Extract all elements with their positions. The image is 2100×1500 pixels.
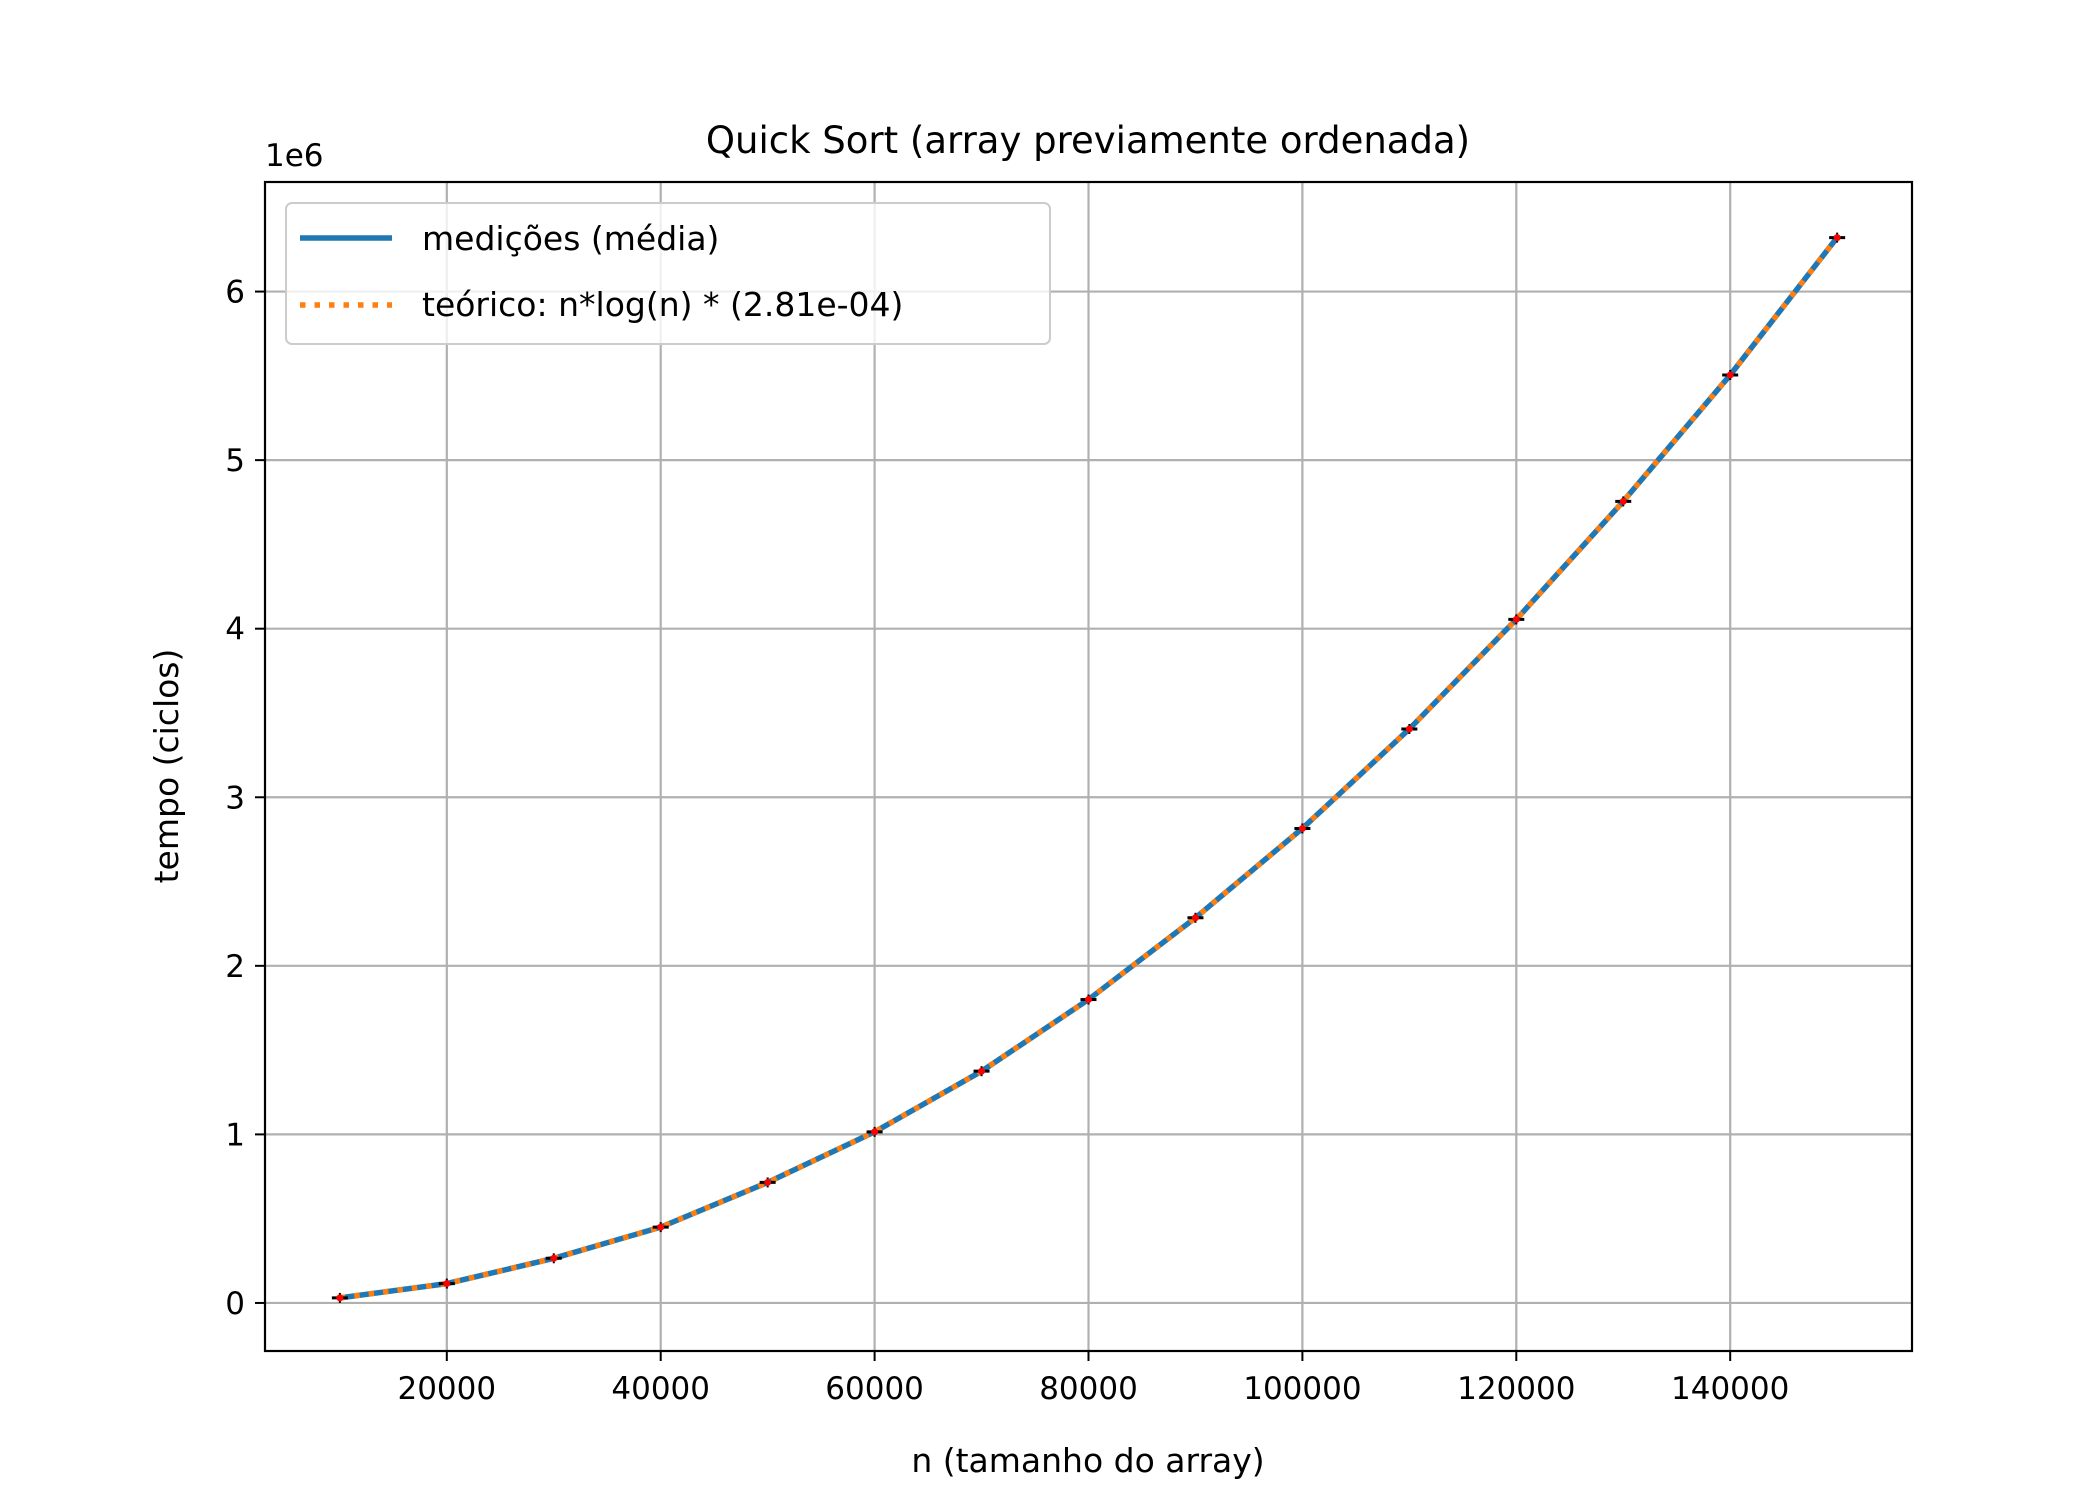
x-tick-label: 100000 — [1243, 1371, 1361, 1407]
data-point — [1512, 615, 1520, 623]
y-axis-label: tempo (ciclos) — [147, 649, 186, 884]
data-point — [871, 1128, 879, 1136]
data-point — [1833, 234, 1841, 242]
y-tick-label: 0 — [225, 1286, 245, 1322]
data-point — [1405, 725, 1413, 733]
y-tick-label: 3 — [225, 780, 245, 816]
y-offset-label: 1e6 — [265, 138, 324, 174]
series-layer — [331, 232, 1846, 1303]
data-point — [443, 1280, 451, 1288]
data-point — [1726, 371, 1734, 379]
x-tick-label: 140000 — [1671, 1371, 1789, 1407]
x-tick-label: 40000 — [611, 1371, 710, 1407]
y-tick-label: 4 — [225, 612, 245, 648]
x-tick-label: 80000 — [1039, 1371, 1138, 1407]
data-point — [1619, 497, 1627, 505]
legend-label-theoretical: teórico: n*log(n) * (2.81e-04) — [422, 285, 903, 324]
data-point — [657, 1223, 665, 1231]
chart-title: Quick Sort (array previamente ordenada) — [706, 119, 1470, 162]
y-tick-label: 5 — [225, 443, 245, 479]
data-point — [978, 1067, 986, 1075]
x-tick-label: 20000 — [397, 1371, 496, 1407]
y-tick-label: 6 — [225, 275, 245, 311]
x-axis-label: n (tamanho do array) — [911, 1441, 1264, 1480]
ticks: 20000 40000 60000 80000 100000 120000 140000 0 1… — [225, 275, 1789, 1407]
legend: medições (média) teórico: n*log(n) * (2.… — [285, 202, 1051, 345]
grid — [265, 182, 1912, 1351]
data-point — [1191, 914, 1199, 922]
legend-label-measured: medições (média) — [422, 219, 719, 258]
data-point — [764, 1178, 772, 1186]
data-point — [336, 1294, 344, 1302]
data-point — [1085, 996, 1092, 1004]
x-tick-label: 60000 — [825, 1371, 924, 1407]
legend-box — [285, 202, 1051, 345]
x-tick-label: 120000 — [1457, 1371, 1575, 1407]
data-point — [550, 1254, 558, 1262]
data-point — [1298, 824, 1306, 832]
y-tick-label: 1 — [225, 1117, 245, 1153]
y-tick-label: 2 — [225, 949, 245, 985]
